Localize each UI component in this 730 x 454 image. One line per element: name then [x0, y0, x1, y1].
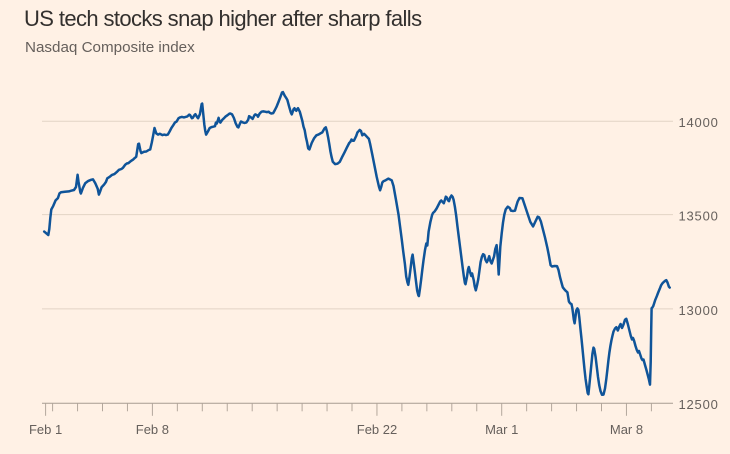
- svg-text:Feb 8: Feb 8: [136, 422, 169, 437]
- svg-text:Feb 22: Feb 22: [357, 422, 397, 437]
- svg-text:Nasdaq Composite index: Nasdaq Composite index: [25, 39, 195, 56]
- svg-text:US tech stocks snap higher aft: US tech stocks snap higher after sharp f…: [24, 6, 422, 31]
- svg-text:12500: 12500: [679, 397, 719, 412]
- svg-text:Feb 1: Feb 1: [29, 422, 62, 437]
- svg-text:14000: 14000: [679, 115, 719, 130]
- svg-text:Mar 1: Mar 1: [485, 422, 518, 437]
- svg-text:13500: 13500: [679, 209, 719, 224]
- svg-text:13000: 13000: [679, 303, 719, 318]
- svg-text:Mar 8: Mar 8: [610, 422, 643, 437]
